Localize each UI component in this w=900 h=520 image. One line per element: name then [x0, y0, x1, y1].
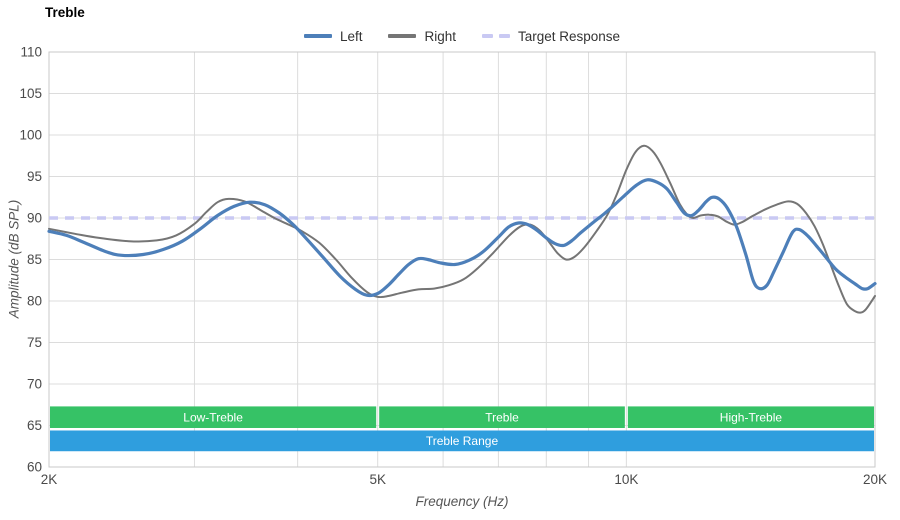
y-tick-label: 65 [27, 418, 42, 433]
legend-item-left[interactable]: Left [303, 28, 363, 44]
y-tick-label: 105 [19, 86, 42, 101]
band-low-treble [50, 406, 377, 428]
y-tick-label: 60 [27, 460, 42, 475]
legend-label: Left [339, 28, 363, 44]
band-label: Treble Range [426, 434, 499, 448]
band-label: Low-Treble [183, 410, 243, 424]
plot-border [48, 51, 876, 468]
y-tick-label: 100 [19, 128, 42, 143]
band-label: Treble [485, 410, 519, 424]
y-tick-label: 80 [27, 294, 42, 309]
y-tick-label: 85 [27, 252, 42, 267]
y-tick-label: 70 [27, 377, 42, 392]
legend-item-right[interactable]: Right [388, 29, 456, 44]
y-tick-label: 95 [27, 169, 42, 184]
x-axis-title: Frequency (Hz) [415, 494, 509, 509]
x-tick-label: 5K [369, 472, 386, 487]
band-label: High-Treble [720, 410, 783, 424]
y-tick-label: 90 [27, 211, 42, 226]
band-high-treble [627, 406, 874, 428]
band-treble [379, 406, 625, 428]
x-tick-label: 2K [41, 472, 58, 487]
y-tick-label: 75 [27, 335, 42, 350]
legend-label: Right [424, 28, 456, 44]
y-tick-label: 110 [20, 45, 42, 60]
legend-item-target-response[interactable]: Target Response [481, 28, 621, 44]
left-curve [47, 178, 877, 298]
x-tick-label: 20K [863, 472, 887, 487]
y-axis-title: Amplitude (dB SPL) [6, 199, 22, 319]
legend-swatch-dashed [481, 34, 510, 38]
legend-label: Target Response [517, 28, 621, 44]
legend-swatch-line [388, 34, 417, 38]
legend: Left Right Target Response [49, 27, 875, 45]
x-tick-label: 10K [614, 472, 638, 487]
right-curve [48, 144, 876, 314]
band-treble-range [50, 430, 874, 452]
legend-swatch-line [303, 34, 332, 38]
page-title: Treble [45, 5, 85, 20]
